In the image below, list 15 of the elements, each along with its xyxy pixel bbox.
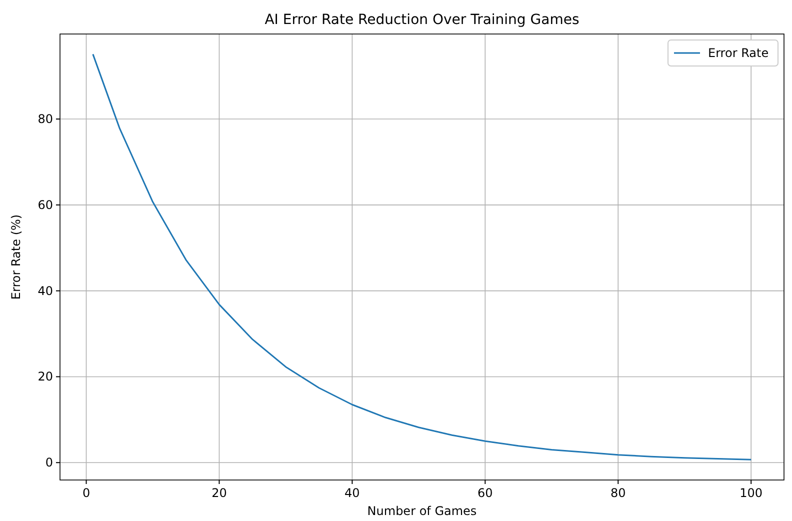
y-tick-label: 40: [38, 284, 53, 298]
chart-title: AI Error Rate Reduction Over Training Games: [264, 12, 580, 28]
x-tick-label: 0: [82, 486, 90, 500]
y-tick-label: 80: [38, 112, 53, 126]
x-tick-label: 60: [478, 486, 493, 500]
x-tick-label: 100: [740, 486, 763, 500]
x-tick-label: 20: [212, 486, 227, 500]
legend-label: Error Rate: [708, 46, 769, 60]
y-axis-title: Error Rate (%): [9, 214, 23, 300]
y-tick-label: 60: [38, 198, 53, 212]
y-tick-label: 0: [45, 456, 53, 470]
x-tick-label: 80: [610, 486, 626, 500]
x-tick-label: 40: [344, 486, 360, 500]
y-tick-label: 20: [38, 370, 53, 384]
x-axis-title: Number of Games: [367, 504, 477, 518]
